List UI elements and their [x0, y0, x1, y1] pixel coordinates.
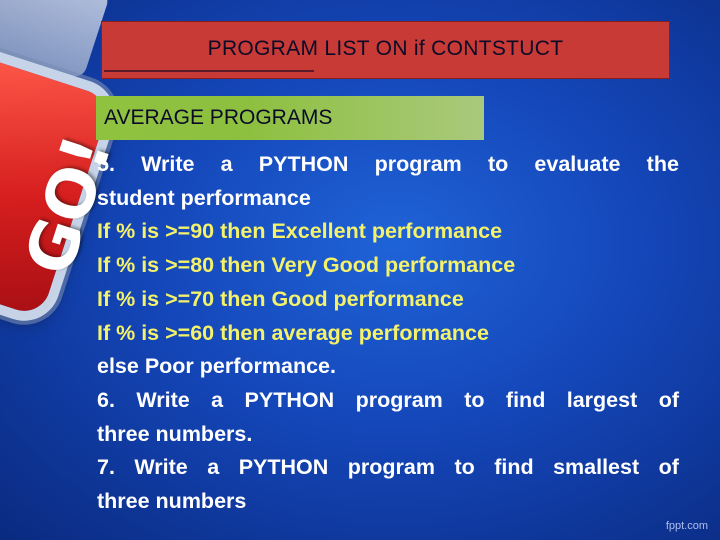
word: program [355, 387, 443, 412]
word: largest [566, 387, 638, 412]
section-heading: AVERAGE PROGRAMS [104, 106, 333, 129]
slide-title: PROGRAM LIST ON if CONTSTUCT [207, 37, 564, 60]
word: to [464, 387, 485, 412]
text-line: If % is >=90 then Excellent performance [97, 219, 503, 244]
title-underline-decoration [104, 70, 314, 72]
word: of [658, 455, 679, 480]
word: a [220, 152, 233, 176]
word: the [646, 152, 679, 176]
word: program [374, 152, 462, 176]
watermark: fppt.com [665, 520, 708, 532]
word: a [207, 455, 220, 480]
word: smallest [553, 455, 640, 480]
word: PYTHON [258, 152, 349, 176]
text-line: If % is >=70 then Good performance [97, 286, 464, 311]
text-line: student performance [97, 185, 311, 210]
word: Write [136, 387, 190, 412]
word: 5. [97, 152, 115, 176]
word: to [487, 152, 509, 176]
text-line: If % is >=60 then average performance [97, 320, 489, 345]
text-line: three numbers [97, 489, 247, 514]
word: PYTHON [238, 455, 329, 480]
word: Write [141, 152, 195, 176]
title-banner [102, 22, 669, 78]
program-list: 5. Write a PYTHON program to evaluate the studen… [97, 148, 679, 519]
text-line: 5. Write a PYTHON program to evaluate the [97, 148, 679, 182]
text-line: If % is >=80 then Very Good performance [97, 253, 516, 278]
word: to [454, 455, 475, 480]
word: 7. [97, 455, 115, 480]
text-line: 6. Write a PYTHON program to find largest of [97, 384, 679, 418]
word: Write [134, 455, 188, 480]
word: a [211, 387, 224, 412]
word: evaluate [534, 152, 621, 176]
word: PYTHON [244, 387, 335, 412]
word: find [505, 387, 546, 412]
word: of [658, 387, 679, 412]
text-line: else Poor performance. [97, 354, 336, 379]
text-line: 7. Write a PYTHON program to find smallest of [97, 451, 679, 485]
word: find [494, 455, 534, 480]
section-banner [96, 96, 484, 140]
word: program [347, 455, 435, 480]
text-line: three numbers. [97, 421, 253, 446]
word: 6. [97, 387, 115, 412]
